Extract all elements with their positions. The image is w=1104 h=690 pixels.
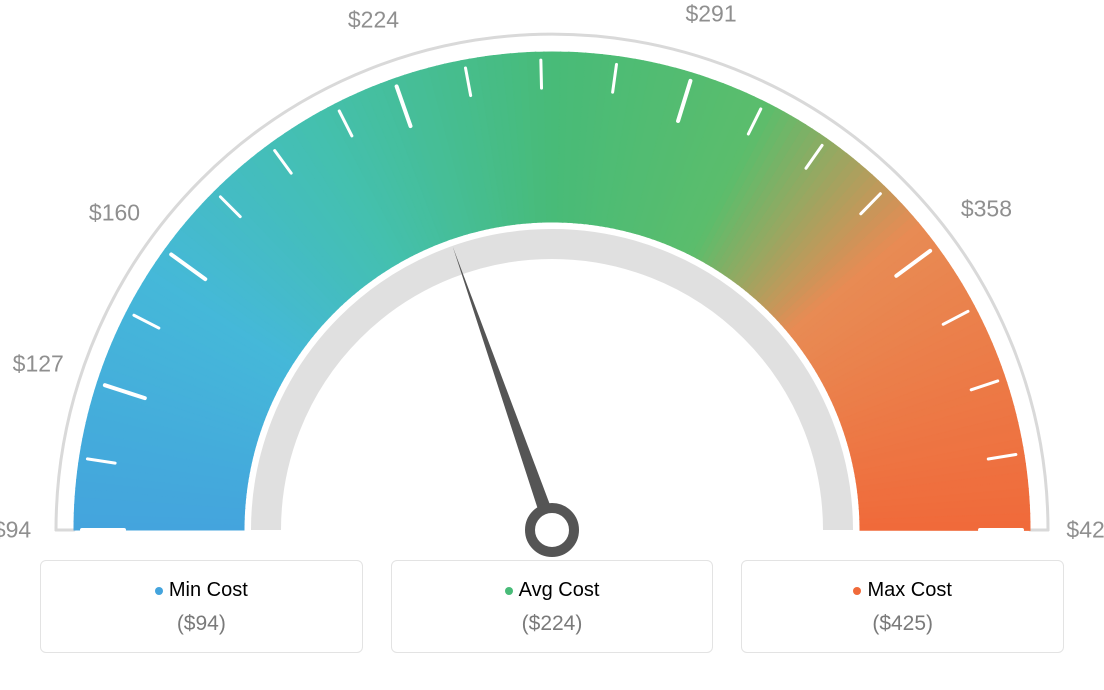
legend-value-avg: ($224) [402, 612, 703, 636]
legend-dot-max [853, 587, 861, 595]
gauge-tick-label: $127 [13, 350, 64, 377]
gauge-tick-label: $291 [685, 0, 736, 27]
gauge-tick-label: $224 [348, 7, 399, 34]
gauge-svg [0, 0, 1104, 560]
legend-row: Min Cost ($94) Avg Cost ($224) Max Cost … [0, 560, 1104, 653]
legend-dot-avg [505, 587, 513, 595]
legend-card-min: Min Cost ($94) [40, 560, 363, 653]
gauge-tick-label: $94 [0, 517, 31, 544]
legend-card-avg: Avg Cost ($224) [391, 560, 714, 653]
gauge-tick-label: $425 [1066, 517, 1104, 544]
gauge-tick-label: $160 [89, 200, 140, 227]
legend-title-text: Min Cost [169, 579, 248, 601]
legend-dot-min [155, 587, 163, 595]
legend-card-max: Max Cost ($425) [741, 560, 1064, 653]
gauge-tick-label: $358 [961, 196, 1012, 223]
legend-title-min: Min Cost [51, 579, 352, 602]
legend-title-max: Max Cost [752, 579, 1053, 602]
legend-title-avg: Avg Cost [402, 579, 703, 602]
legend-title-text: Avg Cost [519, 579, 600, 601]
legend-title-text: Max Cost [867, 579, 951, 601]
gauge-chart: $94 $127 $160 $224 $291 $358 $425 [0, 0, 1104, 560]
legend-value-min: ($94) [51, 612, 352, 636]
legend-value-max: ($425) [752, 612, 1053, 636]
